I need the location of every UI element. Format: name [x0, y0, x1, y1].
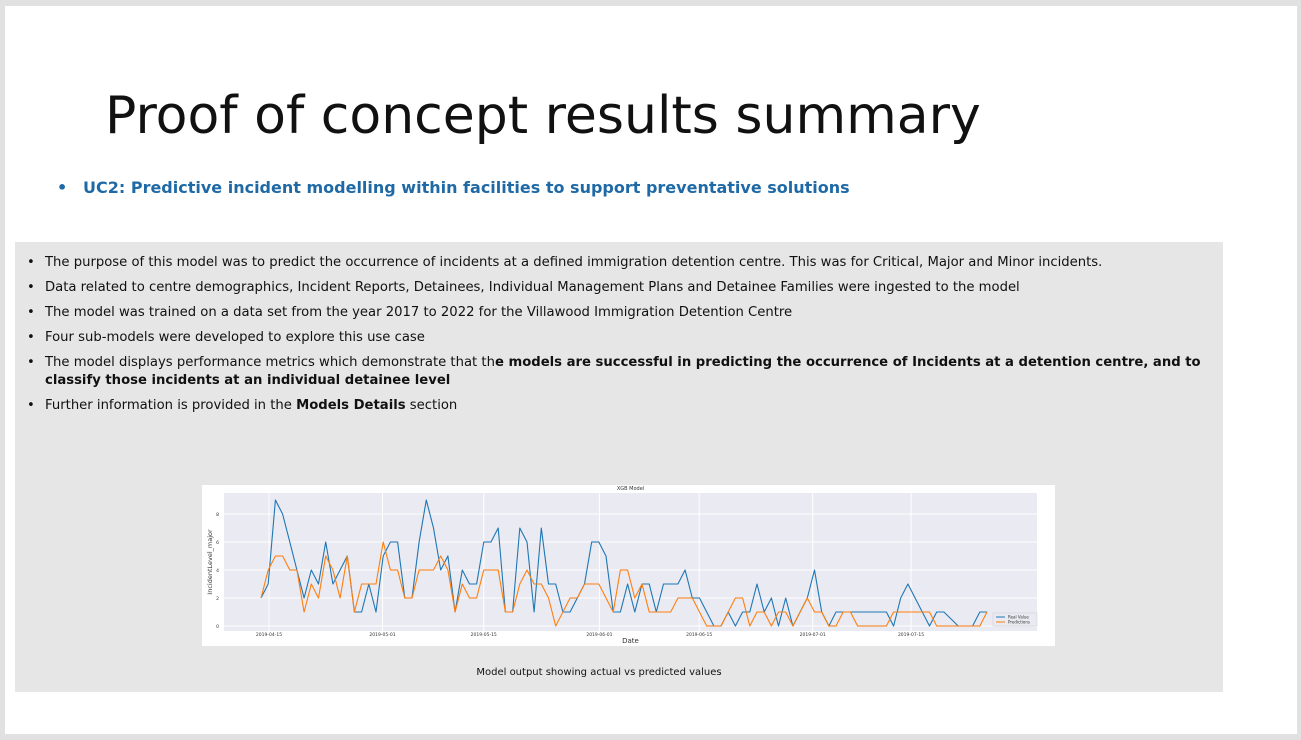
- bullet-mark: •: [27, 305, 35, 320]
- bullet-text-suffix: section: [405, 398, 458, 413]
- y-tick-label: 6: [216, 540, 219, 546]
- bullet-text: Four sub-models were developed to explor…: [45, 330, 425, 345]
- x-axis-label: Date: [622, 637, 639, 645]
- bullet-mark: •: [27, 255, 35, 270]
- bullet-text: The purpose of this model was to predict…: [45, 255, 1103, 270]
- bullet-item: • The model was trained on a data set fro…: [25, 304, 1215, 322]
- bullet-mark: •: [27, 355, 35, 370]
- legend-label: Real Value: [1008, 615, 1029, 620]
- bullet-text: The model was trained on a data set from…: [45, 305, 793, 320]
- bullet-text: Data related to centre demographics, Inc…: [45, 280, 1020, 295]
- x-tick-label: 2019-07-15: [898, 632, 924, 638]
- slide-subtitle: • UC2: Predictive incident modelling with…: [57, 178, 850, 197]
- x-tick-label: 2019-04-15: [256, 632, 282, 638]
- y-axis-label: IncidentLevel_major: [206, 529, 214, 595]
- slide-title: Proof of concept results summary: [105, 86, 981, 146]
- bullet-text-prefix: The model displays performance metrics w…: [45, 355, 495, 370]
- content-panel: • The purpose of this model was to predic…: [15, 242, 1223, 692]
- bullet-text-prefix: Further information is provided in the: [45, 398, 297, 413]
- slide: Proof of concept results summary • UC2: P…: [5, 6, 1297, 734]
- y-tick-label: 8: [216, 512, 219, 518]
- subtitle-bullet: •: [57, 178, 68, 197]
- bullet-mark: •: [27, 280, 35, 295]
- x-tick-label: 2019-07-01: [800, 632, 826, 638]
- x-tick-label: 2019-06-01: [586, 632, 612, 638]
- x-tick-label: 2019-05-01: [369, 632, 395, 638]
- bullet-item: • Four sub-models were developed to explo…: [25, 329, 1215, 347]
- bullet-mark: •: [27, 330, 35, 345]
- bullet-text-bold: Models Details: [296, 398, 406, 413]
- series-line-real-value: [260, 499, 987, 627]
- legend-box: [992, 612, 1038, 627]
- xgb-chart: 0 2 4 6 8 2019-04-15 2019-05-01 2019-05-15 2019-…: [206, 486, 1038, 645]
- chart-title: XGB Model: [617, 486, 644, 492]
- bullet-mark: •: [27, 398, 35, 413]
- legend-label: Predictions: [1008, 620, 1030, 625]
- subtitle-text: UC2: Predictive incident modelling withi…: [83, 178, 850, 197]
- y-tick-label: 4: [216, 568, 219, 574]
- bullet-list: • The purpose of this model was to predic…: [25, 254, 1215, 422]
- series-line-predictions: [260, 541, 988, 627]
- bullet-item: • The model displays performance metrics …: [25, 354, 1215, 390]
- y-tick-label: 2: [216, 596, 219, 602]
- plot-area: [224, 493, 1037, 631]
- bullet-item: • The purpose of this model was to predic…: [25, 254, 1215, 272]
- y-tick-label: 0: [216, 624, 219, 630]
- bullet-text-bold: e models are successful in predicting th…: [45, 355, 1201, 388]
- bullet-item: • Data related to centre demographics, In…: [25, 279, 1215, 297]
- chart-image: 0 2 4 6 8 2019-04-15 2019-05-01 2019-05-15 2019-…: [202, 485, 1055, 646]
- chart-caption: Model output showing actual vs predicted…: [476, 667, 722, 678]
- x-tick-label: 2019-05-15: [471, 632, 497, 638]
- x-tick-label: 2019-06-15: [686, 632, 712, 638]
- bullet-item: • Further information is provided in the …: [25, 397, 1215, 415]
